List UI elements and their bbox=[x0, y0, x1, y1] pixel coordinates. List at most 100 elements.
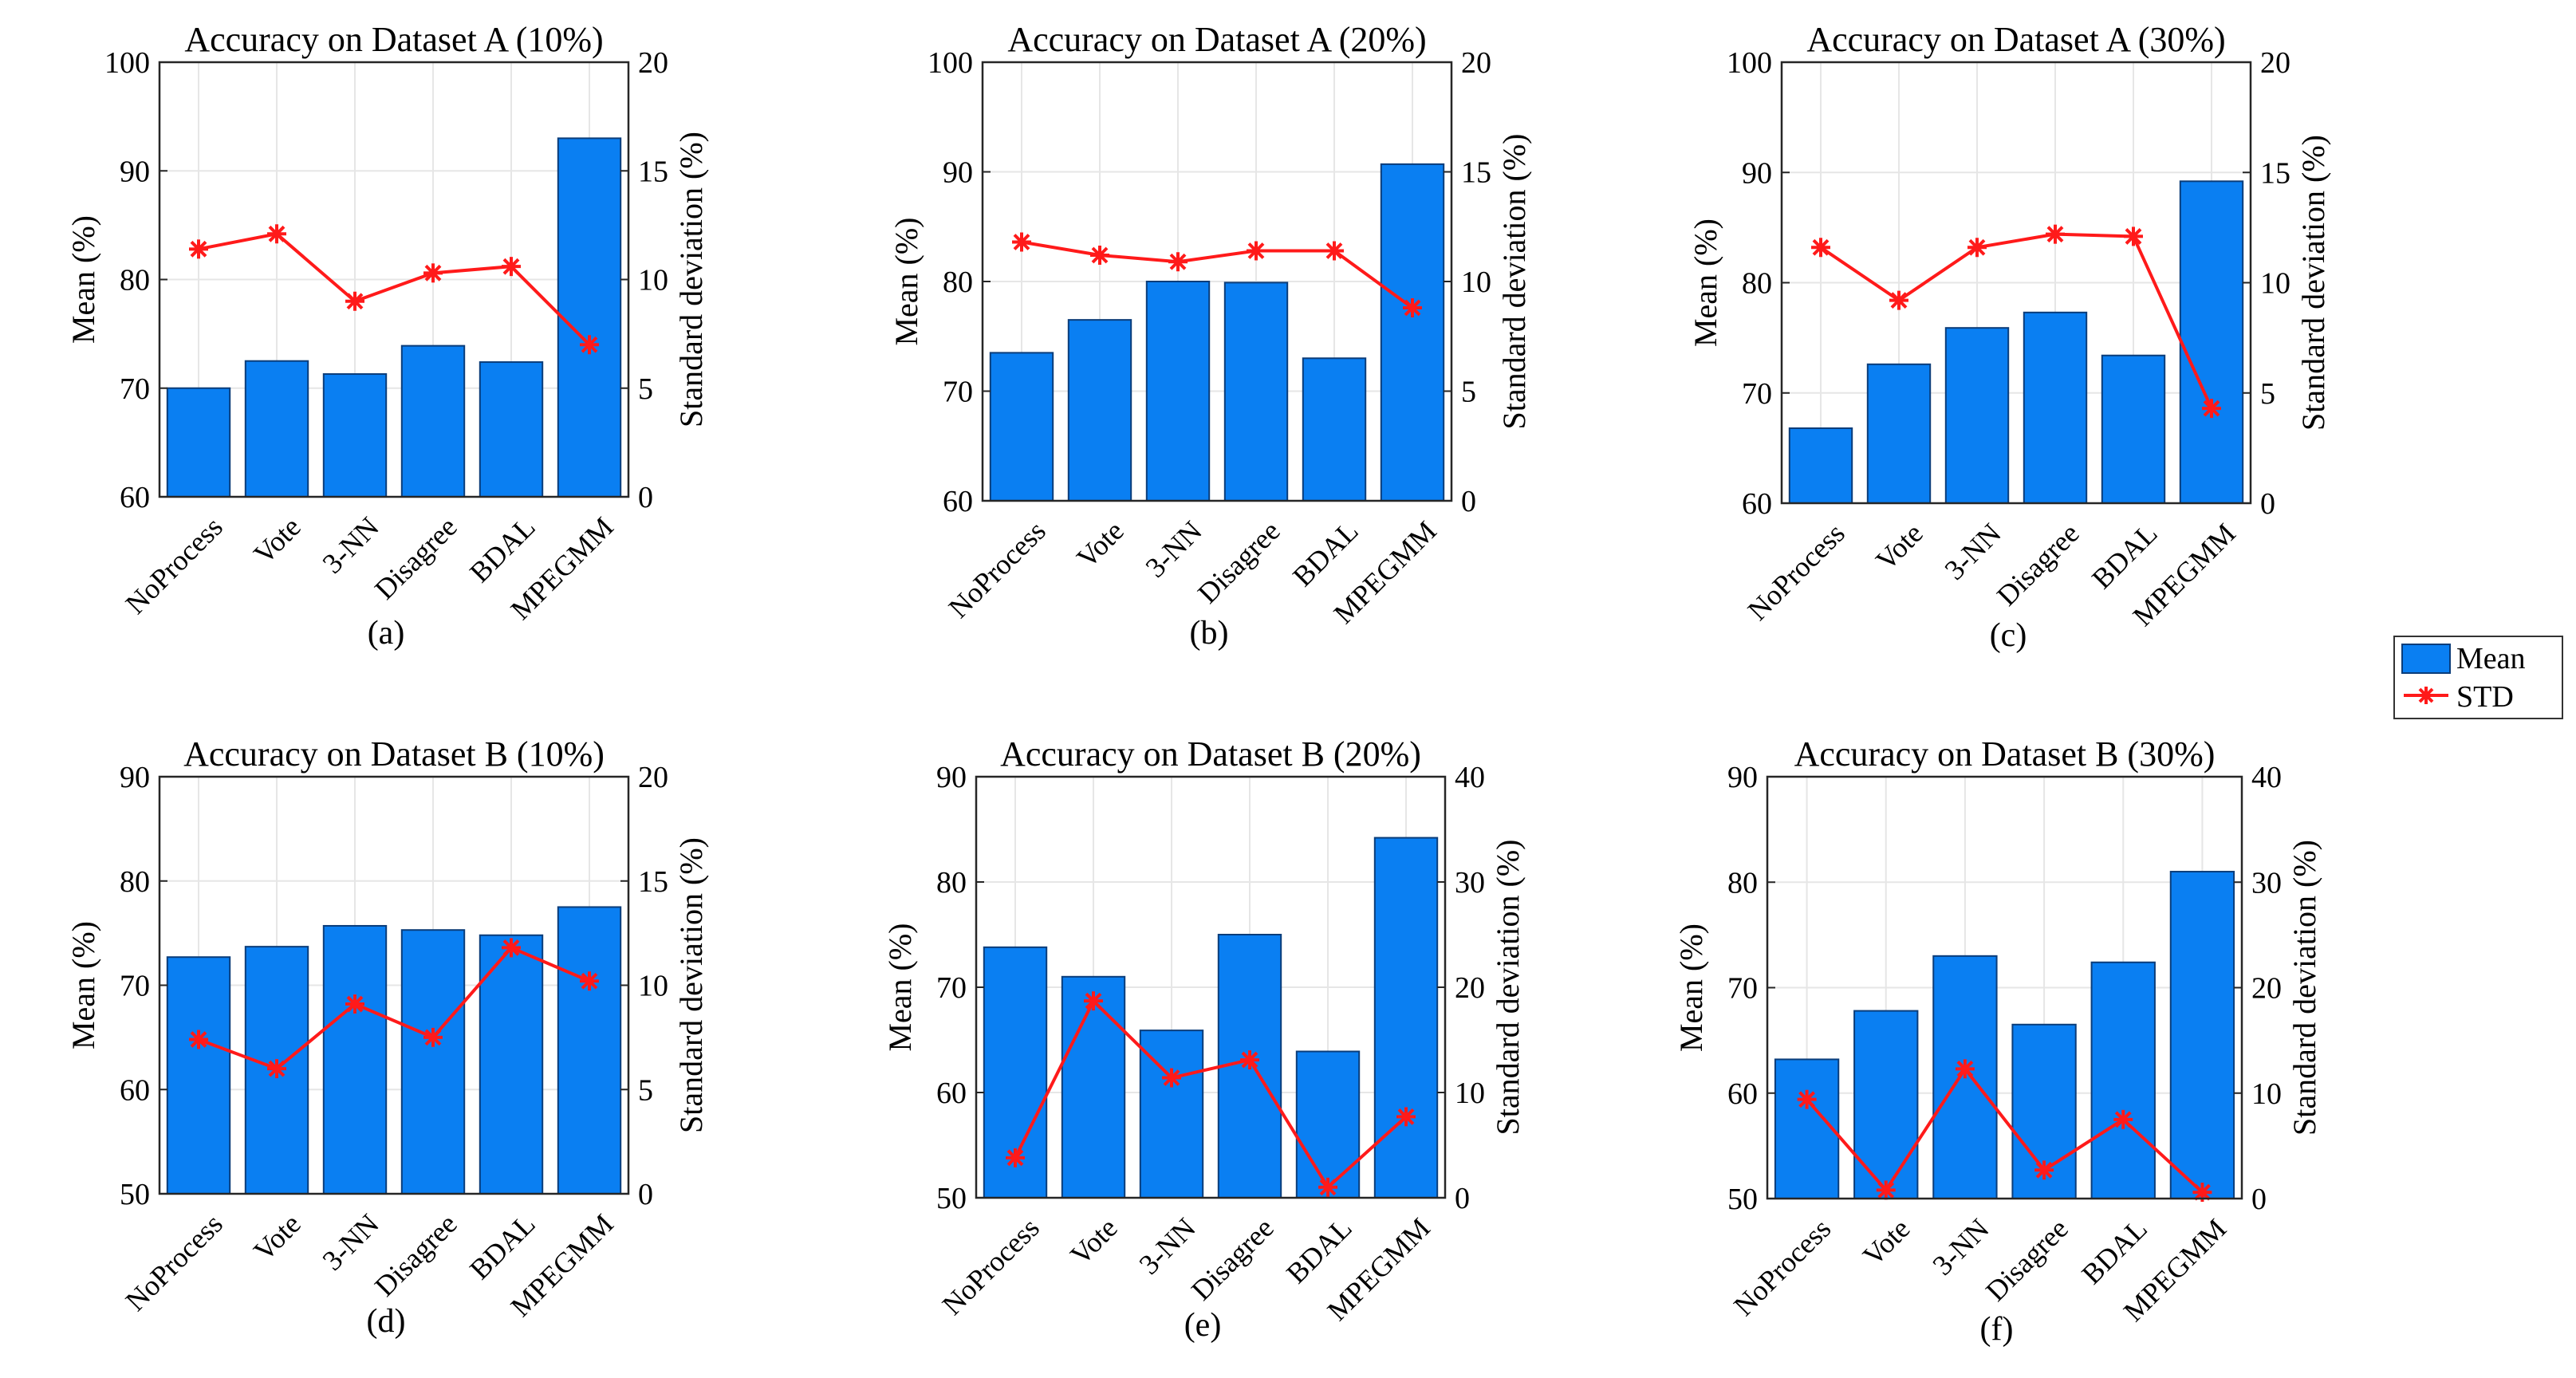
x-tick-label: BDAL bbox=[2075, 1212, 2153, 1290]
y-tick-label: 90 bbox=[1742, 156, 1772, 190]
x-tick-label: NoProcess bbox=[120, 510, 229, 620]
bar-mean bbox=[2090, 961, 2156, 1199]
x-tick-label: BDAL bbox=[2086, 517, 2164, 595]
y-tick-label: 50 bbox=[1727, 1183, 1758, 1216]
x-tick-label: Vote bbox=[1869, 517, 1928, 576]
bar-mean bbox=[1223, 282, 1289, 502]
y-tick-label: 80 bbox=[943, 266, 973, 299]
std-marker bbox=[189, 239, 208, 259]
y-tick-label: 70 bbox=[120, 970, 150, 1003]
y2-tick-label: 10 bbox=[1455, 1077, 1485, 1110]
y2-tick-label: 10 bbox=[638, 264, 668, 297]
y2-tick-label: 30 bbox=[2251, 866, 2282, 900]
bar-mean bbox=[2101, 354, 2166, 504]
bar-mean bbox=[557, 906, 622, 1195]
y2-axis-label: Standard deviation (%) bbox=[1490, 840, 1526, 1136]
bar-mean bbox=[2179, 180, 2244, 504]
x-tick-label: 3-NN bbox=[1938, 517, 2007, 585]
std-marker bbox=[2124, 226, 2143, 246]
std-line bbox=[1014, 998, 1408, 1190]
y2-tick-label: 0 bbox=[2251, 1183, 2267, 1216]
y2-tick-label: 5 bbox=[1461, 376, 1476, 409]
chart-panel-e: 50 60 70 80 90 0 10 20 30 40 NoProcess Vote 3-NNDisa… bbox=[882, 734, 1526, 1344]
x-tick-label: Vote bbox=[247, 1207, 306, 1266]
y-axis-label: Mean (%) bbox=[1673, 923, 1709, 1052]
bar-mean bbox=[1788, 427, 1853, 504]
y-tick-label: 60 bbox=[1742, 487, 1772, 521]
x-tick-label: 3-NN bbox=[316, 510, 384, 579]
y-tick-label: 60 bbox=[936, 1077, 967, 1110]
x-tick-label: NoProcess bbox=[943, 514, 1052, 624]
y2-tick-label: 20 bbox=[1461, 46, 1491, 80]
y2-tick-label: 5 bbox=[638, 372, 653, 406]
bar-mean bbox=[1944, 327, 2010, 504]
bar-mean bbox=[479, 361, 544, 498]
y2-tick-label: 10 bbox=[2260, 267, 2290, 301]
chart-title: Accuracy on Dataset B (20%) bbox=[1000, 734, 1421, 774]
std-marker bbox=[267, 224, 286, 244]
y-tick-label: 70 bbox=[936, 971, 967, 1005]
panel-caption: (f) bbox=[1980, 1311, 2014, 1348]
std-marker bbox=[1967, 238, 1987, 258]
std-marker bbox=[2046, 224, 2065, 244]
y-tick-label: 80 bbox=[1742, 267, 1772, 301]
std-marker bbox=[580, 971, 599, 991]
y2-tick-label: 0 bbox=[638, 481, 653, 514]
chart-panel-b: 60 70 80 90 100 0 5 10 15 20 NoProcess Vote 3-NNDisa… bbox=[888, 20, 1532, 652]
y2-tick-label: 10 bbox=[1461, 266, 1491, 299]
std-marker bbox=[345, 291, 364, 311]
bar-mean bbox=[479, 934, 544, 1195]
bar-mean bbox=[1774, 1058, 1840, 1200]
y-tick-label: 70 bbox=[1742, 377, 1772, 411]
bar-mean bbox=[1853, 1010, 1919, 1199]
y-tick-label: 60 bbox=[120, 1073, 150, 1107]
bar-mean bbox=[1295, 1050, 1361, 1199]
y2-tick-label: 30 bbox=[1455, 866, 1485, 900]
y2-tick-label: 0 bbox=[638, 1178, 653, 1211]
chart-title: Accuracy on Dataset A (30%) bbox=[1806, 20, 2225, 59]
x-tick-label: BDAL bbox=[463, 510, 542, 589]
x-tick-label: Vote bbox=[1064, 1211, 1123, 1270]
y2-tick-label: 20 bbox=[2251, 972, 2282, 1006]
chart-title: Accuracy on Dataset B (30%) bbox=[1794, 734, 2216, 774]
x-tick-label: BDAL bbox=[1280, 1211, 1358, 1289]
chart-panel-d: 50 60 70 80 90 0 5 10 15 20 NoProcess Vote 3-NNDisag… bbox=[65, 734, 709, 1340]
x-tick-label: Disagree bbox=[1979, 1212, 2074, 1307]
panel-caption: (b) bbox=[1190, 615, 1229, 652]
y2-axis-label: Standard deviation (%) bbox=[1496, 134, 1532, 430]
panel-caption: (a) bbox=[368, 615, 405, 652]
y-tick-label: 70 bbox=[120, 372, 150, 406]
y-tick-label: 60 bbox=[1727, 1077, 1758, 1111]
std-marker bbox=[423, 1027, 443, 1047]
x-tick-label: Disagree bbox=[368, 510, 463, 605]
bar-mean bbox=[400, 929, 466, 1195]
std-marker bbox=[1811, 238, 1830, 258]
x-tick-label: Vote bbox=[1857, 1212, 1916, 1271]
std-marker bbox=[1240, 1050, 1259, 1070]
y-tick-label: 70 bbox=[943, 376, 973, 409]
bar-mean bbox=[1145, 281, 1211, 502]
std-marker bbox=[1876, 1180, 1896, 1200]
y2-tick-label: 0 bbox=[1455, 1182, 1470, 1215]
y2-tick-label: 10 bbox=[638, 970, 668, 1003]
x-tick-label: NoProcess bbox=[936, 1211, 1046, 1321]
y2-tick-label: 0 bbox=[2260, 487, 2275, 521]
y2-axis-label: Standard deviation (%) bbox=[2295, 135, 2331, 431]
y2-tick-label: 10 bbox=[2251, 1077, 2282, 1111]
std-line bbox=[1021, 240, 1414, 309]
bar-mean bbox=[1302, 357, 1367, 502]
y2-tick-label: 20 bbox=[2260, 46, 2290, 80]
bar-mean bbox=[322, 373, 388, 498]
y2-tick-label: 15 bbox=[1461, 156, 1491, 190]
x-tick-label: 3-NN bbox=[316, 1207, 384, 1276]
y2-tick-label: 5 bbox=[2260, 377, 2275, 411]
y-tick-label: 80 bbox=[120, 865, 150, 899]
y-tick-label: 90 bbox=[936, 761, 967, 794]
std-marker bbox=[1325, 241, 1344, 261]
y-tick-label: 100 bbox=[104, 46, 150, 80]
y-axis-label: Mean (%) bbox=[65, 215, 101, 344]
x-tick-label: NoProcess bbox=[1742, 517, 1851, 626]
std-marker bbox=[1318, 1177, 1337, 1197]
bar-mean bbox=[1373, 837, 1439, 1199]
std-marker bbox=[1012, 232, 1031, 252]
